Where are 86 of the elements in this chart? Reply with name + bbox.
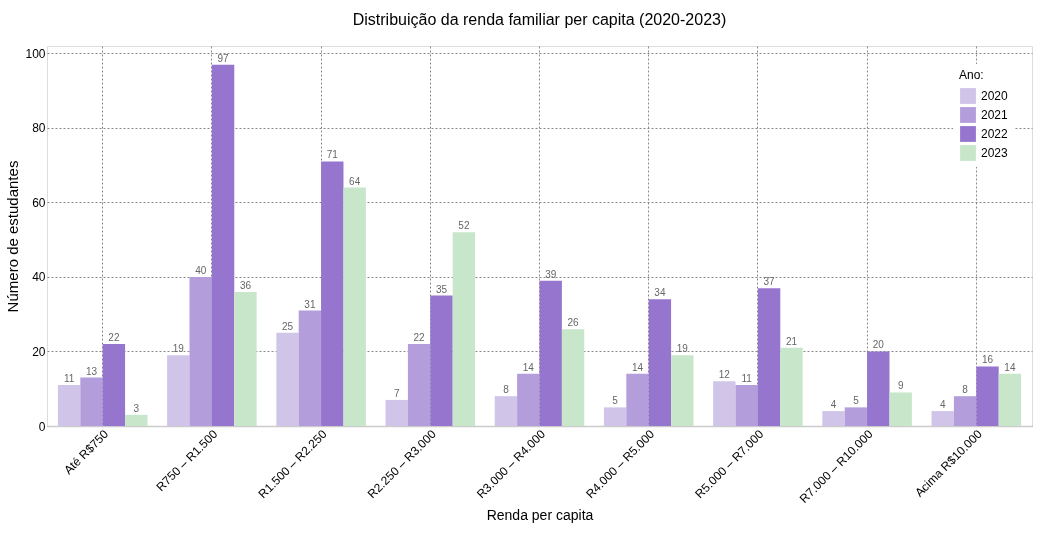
bar <box>780 347 803 426</box>
data-label: 9 <box>897 380 904 392</box>
data-label: 8 <box>503 384 510 396</box>
data-label: 14 <box>522 361 535 373</box>
y-tick-label: 40 <box>32 270 46 285</box>
bar <box>671 355 694 426</box>
y-tick-label: 80 <box>32 121 46 136</box>
legend-label: 2022 <box>981 127 1009 141</box>
data-label: 52 <box>458 220 470 232</box>
data-label: 31 <box>304 298 316 310</box>
data-label: 64 <box>349 175 361 187</box>
x-axis-title: Renda per capita <box>486 507 594 524</box>
y-tick-label: 60 <box>32 195 46 210</box>
data-label: 40 <box>195 264 207 276</box>
y-tick-label: 0 <box>38 419 46 434</box>
data-label: 14 <box>631 361 644 373</box>
data-label: 21 <box>785 335 798 347</box>
data-label: 35 <box>435 283 448 295</box>
data-label: 19 <box>676 343 689 355</box>
data-label: 14 <box>1004 361 1016 373</box>
data-label: 71 <box>326 149 339 161</box>
bar <box>953 396 977 426</box>
data-label: 7 <box>393 387 400 399</box>
bar <box>321 161 344 426</box>
data-label: 4 <box>939 399 946 411</box>
bar <box>648 299 672 426</box>
data-label: 22 <box>413 332 426 344</box>
y-tick-label: 100 <box>25 46 46 61</box>
bar <box>561 329 585 426</box>
bar <box>931 411 954 426</box>
data-label: 5 <box>612 395 619 407</box>
bar <box>517 373 540 426</box>
data-label: 26 <box>567 317 580 329</box>
y-tick-label: 20 <box>32 344 46 359</box>
legend-label: 2020 <box>981 89 1009 103</box>
bar <box>998 373 1022 426</box>
data-label: 5 <box>853 395 860 407</box>
bar <box>189 276 212 426</box>
bar <box>822 411 845 426</box>
bar <box>385 399 408 426</box>
data-label: 4 <box>830 399 837 411</box>
legend-label: 2021 <box>981 108 1009 122</box>
data-label: 11 <box>741 373 753 385</box>
data-label: 8 <box>962 384 969 396</box>
bar <box>407 344 431 426</box>
bar <box>452 232 476 426</box>
bar <box>626 373 649 426</box>
bar <box>889 392 912 426</box>
chart-title: Distribuição da renda familiar per capita (2020-2023) <box>352 11 727 28</box>
bar <box>735 385 758 426</box>
data-label: 12 <box>718 369 731 381</box>
bar <box>57 385 81 426</box>
bar <box>125 414 148 426</box>
data-label: 25 <box>281 320 294 332</box>
data-label: 39 <box>545 268 557 280</box>
bar <box>539 280 562 426</box>
data-label: 19 <box>172 343 185 355</box>
bar <box>757 288 781 426</box>
bar <box>167 355 190 426</box>
bar <box>494 396 518 426</box>
bar <box>844 407 868 426</box>
data-label: 22 <box>108 332 120 344</box>
bar <box>976 366 999 426</box>
data-label: 37 <box>763 276 776 288</box>
data-label: 3 <box>133 402 140 414</box>
data-label: 97 <box>217 52 230 64</box>
data-label: 13 <box>85 365 98 377</box>
legend-label: 2023 <box>981 146 1009 160</box>
bar <box>80 377 103 426</box>
bar <box>867 351 890 426</box>
bar <box>234 291 257 426</box>
data-label: 36 <box>239 279 252 291</box>
bar <box>276 332 299 426</box>
bar <box>430 295 453 426</box>
bar <box>298 310 322 426</box>
bar <box>603 407 627 426</box>
data-label: 11 <box>63 373 75 385</box>
data-label: 20 <box>872 339 885 351</box>
bar <box>211 64 235 426</box>
bar <box>102 344 126 426</box>
data-label: 34 <box>654 287 666 299</box>
bar <box>713 381 736 426</box>
data-label: 16 <box>981 354 994 366</box>
y-axis-title: Número de estudantes <box>4 160 22 313</box>
legend-title: Ano: <box>959 68 984 82</box>
bar <box>343 187 366 426</box>
